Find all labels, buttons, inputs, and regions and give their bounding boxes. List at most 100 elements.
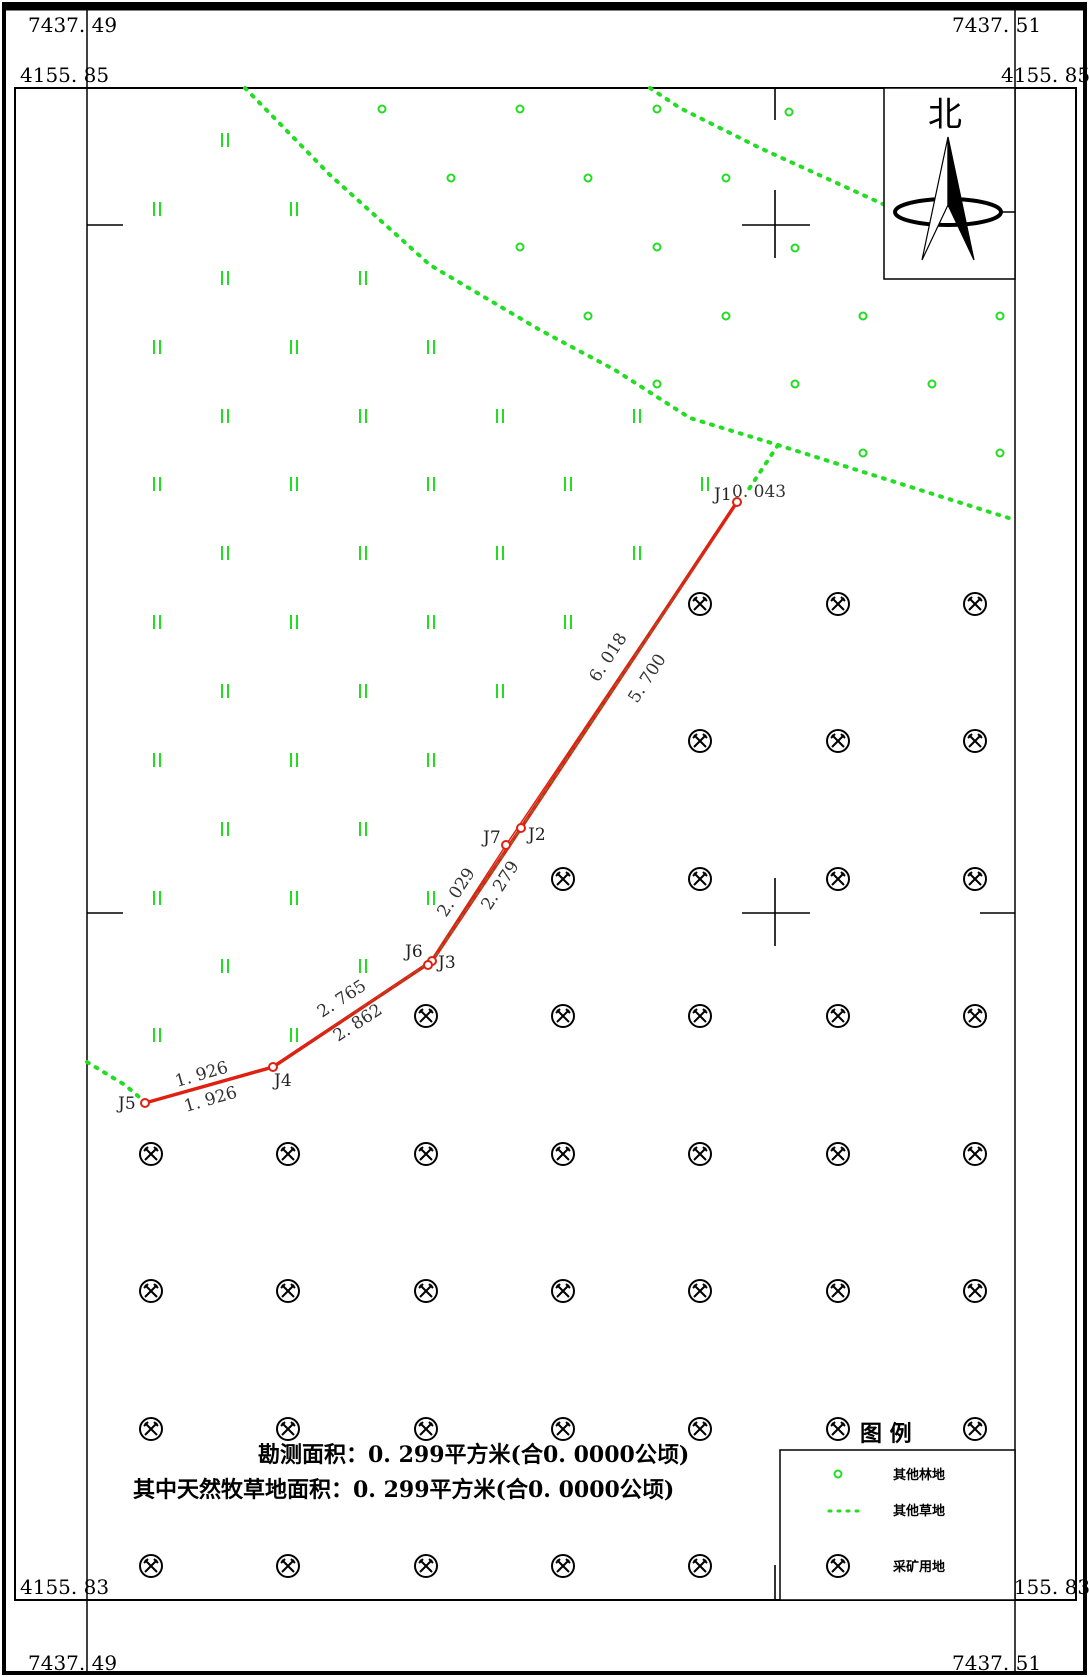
mining-mark	[688, 1417, 712, 1441]
grassland-mark	[633, 546, 641, 560]
mining-mark	[551, 1417, 575, 1441]
mining-mark	[826, 1142, 850, 1166]
forest-symbols	[377, 104, 1005, 458]
mining-mark	[414, 1142, 438, 1166]
mining-mark	[963, 1279, 987, 1303]
forest-mark	[995, 311, 1005, 321]
coord-top-right: 7437. 51	[952, 13, 1041, 37]
grassland-mark	[496, 546, 504, 560]
forest-mark	[515, 104, 525, 114]
mining-mark	[963, 867, 987, 891]
point-j4	[268, 1062, 278, 1072]
mining-mark	[414, 1554, 438, 1578]
forest-mark	[515, 242, 525, 252]
mining-mark	[688, 1004, 712, 1028]
grassland-mark	[221, 684, 229, 698]
grassland-mark	[153, 891, 161, 905]
mining-mark	[551, 1004, 575, 1028]
grassland-mark	[633, 409, 641, 423]
label-j2: J2	[526, 825, 546, 845]
label-j3: J3	[436, 953, 456, 973]
legend-forest-label: 其他林地	[893, 1467, 945, 1483]
forest-mark	[784, 107, 794, 117]
mining-mark	[688, 1279, 712, 1303]
mining-mark	[963, 1417, 987, 1441]
forest-mark	[927, 379, 937, 389]
grassland-mark	[564, 477, 572, 491]
mining-mark	[826, 1004, 850, 1028]
mining-mark	[688, 867, 712, 891]
point-j5	[140, 1098, 150, 1108]
grassland-mark	[221, 959, 229, 973]
grassland-mark	[359, 409, 367, 423]
forest-mark	[652, 104, 662, 114]
mining-mark	[688, 1554, 712, 1578]
grassland-mark	[359, 271, 367, 285]
mining-mark	[551, 1279, 575, 1303]
forest-mark	[858, 311, 868, 321]
grassland-mark	[359, 822, 367, 836]
legend-mining-icon	[826, 1554, 850, 1578]
north-label: 北	[928, 95, 962, 135]
forest-mark	[721, 311, 731, 321]
grassland-mark	[221, 133, 229, 147]
legend-mining-label: 采矿用地	[892, 1559, 945, 1575]
grassland-mark	[221, 546, 229, 560]
grassland-mark	[290, 1028, 298, 1042]
label-j7: J7	[481, 828, 501, 848]
grassland-mark	[290, 340, 298, 354]
grassland-mark	[290, 891, 298, 905]
point-j2	[516, 823, 526, 833]
mining-mark	[963, 592, 987, 616]
legend: 图 例 其他林地 其他草地 采矿用地	[779, 1422, 1016, 1601]
coord-right-top: 4155. 85	[1001, 63, 1089, 87]
grassland-mark	[290, 477, 298, 491]
grassland-mark	[153, 202, 161, 216]
north-arrow: 北	[883, 87, 1016, 280]
length-j1-gap: 0. 043	[732, 482, 786, 502]
mining-mark	[276, 1279, 300, 1303]
mining-mark	[276, 1142, 300, 1166]
label-j5: J5	[116, 1094, 136, 1114]
grassland-mark	[153, 615, 161, 629]
forest-mark	[652, 379, 662, 389]
mining-mark	[414, 1417, 438, 1441]
legend-forest-icon	[833, 1469, 843, 1479]
parcel-boundary	[144, 501, 739, 1105]
grassland-mark	[359, 546, 367, 560]
mining-mark	[139, 1554, 163, 1578]
mining-mark	[826, 592, 850, 616]
label-j4: J4	[272, 1071, 292, 1091]
grassland-mark	[427, 340, 435, 354]
grassland-mark	[496, 684, 504, 698]
mining-mark	[551, 1554, 575, 1578]
forest-mark	[790, 379, 800, 389]
mining-mark	[276, 1417, 300, 1441]
forest-mark	[721, 173, 731, 183]
mining-mark	[551, 1142, 575, 1166]
coord-left-top: 4155. 85	[20, 63, 109, 87]
grassland-mark	[359, 959, 367, 973]
boundary-points	[140, 497, 742, 1108]
forest-mark	[790, 243, 800, 253]
grassland-mark	[359, 684, 367, 698]
grassland-mark	[153, 477, 161, 491]
mining-mark	[688, 729, 712, 753]
survey-area-text: 勘测面积：0. 299平方米(合0. 0000公顷)	[258, 1442, 689, 1468]
mining-mark	[826, 1279, 850, 1303]
forest-mark	[583, 311, 593, 321]
grassland-mark	[221, 271, 229, 285]
mining-mark	[963, 1142, 987, 1166]
mining-mark	[551, 867, 575, 891]
grassland-mark	[427, 477, 435, 491]
grassland-mark	[564, 615, 572, 629]
point-j1	[732, 497, 742, 507]
length-upper-outer: 6. 018	[585, 629, 631, 685]
grassland-mark	[153, 1028, 161, 1042]
mining-mark	[963, 729, 987, 753]
grassland-symbols	[153, 133, 709, 1042]
mining-mark	[276, 1554, 300, 1578]
forest-mark	[995, 448, 1005, 458]
point-j7	[501, 840, 511, 850]
